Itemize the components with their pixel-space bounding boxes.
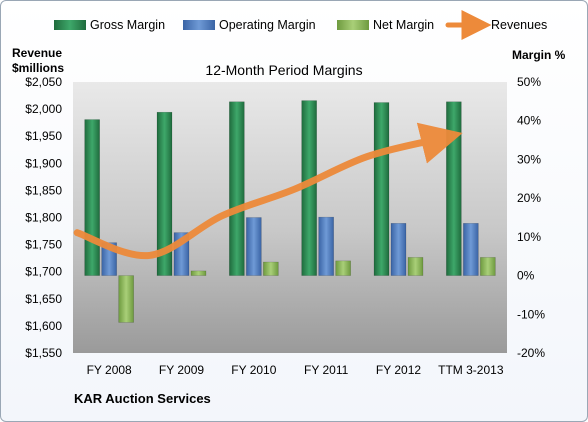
legend-label-operating-margin: Operating Margin: [219, 18, 316, 32]
left-tick-label: $1,700: [25, 265, 62, 279]
left-tick-label: $1,600: [25, 319, 62, 333]
net-margin-bar: [335, 260, 351, 276]
company-name: KAR Auction Services: [74, 391, 211, 406]
category-label: FY 2009: [159, 363, 204, 377]
right-tick-label: 50%: [517, 75, 541, 89]
net-margin-bar: [263, 261, 279, 276]
right-axis-title: Margin %: [512, 48, 566, 62]
legend-item-operating-margin: Operating Margin: [183, 18, 316, 32]
right-tick-label: 40%: [517, 114, 541, 128]
revenue-trend-line: [73, 122, 463, 260]
category-label: TTM 3-2013: [438, 363, 504, 377]
gross-margin-bar: [229, 101, 245, 276]
left-tick-label: $1,850: [25, 183, 62, 197]
gross-margin-bar: [156, 111, 173, 276]
right-tick-label: 10%: [517, 230, 541, 244]
category-label: FY 2010: [231, 363, 276, 377]
operating-margin-bar: [318, 216, 334, 276]
operating-margin-bar: [390, 223, 407, 276]
left-axis-title-line2: $millions: [12, 61, 64, 75]
chart-title: 12-Month Period Margins: [205, 62, 362, 78]
category-label: FY 2012: [376, 363, 421, 377]
left-tick-label: $1,950: [25, 129, 62, 143]
right-tick-label: 20%: [517, 191, 541, 205]
legend-item-revenues: Revenues: [445, 10, 547, 40]
operating-margin-bar: [463, 223, 479, 276]
left-tick-label: $2,000: [25, 102, 62, 116]
right-axis-ticks: -20% -10% 0% 10% 20% 30% 40% 50%: [517, 75, 545, 360]
legend-swatch-net-margin: [337, 20, 369, 30]
legend-label-revenues: Revenues: [491, 18, 547, 32]
net-margin-bar: [118, 275, 134, 323]
legend-label-gross-margin: Gross Margin: [90, 18, 165, 32]
right-tick-label: 0%: [517, 269, 535, 283]
left-axis-title-line1: Revenue: [12, 46, 62, 60]
left-axis-ticks: $1,550 $1,600 $1,650 $1,700 $1,750 $1,800 $1,8…: [25, 75, 62, 360]
operating-margin-bar: [246, 217, 262, 276]
category-label: FY 2008: [87, 363, 132, 377]
net-margin-bar: [407, 257, 424, 276]
right-tick-label: -10%: [517, 307, 545, 321]
revenue-line: [73, 122, 463, 260]
gross-margin-bar: [84, 119, 100, 276]
right-tick-label: -20%: [517, 346, 545, 360]
legend-swatch-gross-margin: [54, 20, 86, 30]
left-tick-label: $1,900: [25, 156, 62, 170]
category-labels: FY 2008 FY 2009 FY 2010 FY 2011 FY 2012 TTM 3…: [87, 363, 504, 377]
left-tick-label: $1,750: [25, 238, 62, 252]
legend: Gross Margin Operating Margin Net Margin…: [54, 10, 547, 40]
left-tick-label: $1,650: [25, 292, 62, 306]
gross-margin-bar: [373, 102, 390, 276]
net-margin-bar: [480, 257, 496, 276]
legend-label-net-margin: Net Margin: [373, 18, 434, 32]
left-tick-label: $1,800: [25, 211, 62, 225]
legend-swatch-operating-margin: [183, 20, 215, 30]
gross-margin-bar: [446, 101, 462, 276]
left-tick-label: $2,050: [25, 75, 62, 89]
legend-item-net-margin: Net Margin: [337, 18, 434, 32]
legend-item-gross-margin: Gross Margin: [54, 18, 165, 32]
right-tick-label: 30%: [517, 152, 541, 166]
net-margin-bar: [190, 270, 207, 276]
category-label: FY 2011: [304, 363, 349, 377]
plot-area: [73, 82, 507, 353]
left-tick-label: $1,550: [25, 346, 62, 360]
